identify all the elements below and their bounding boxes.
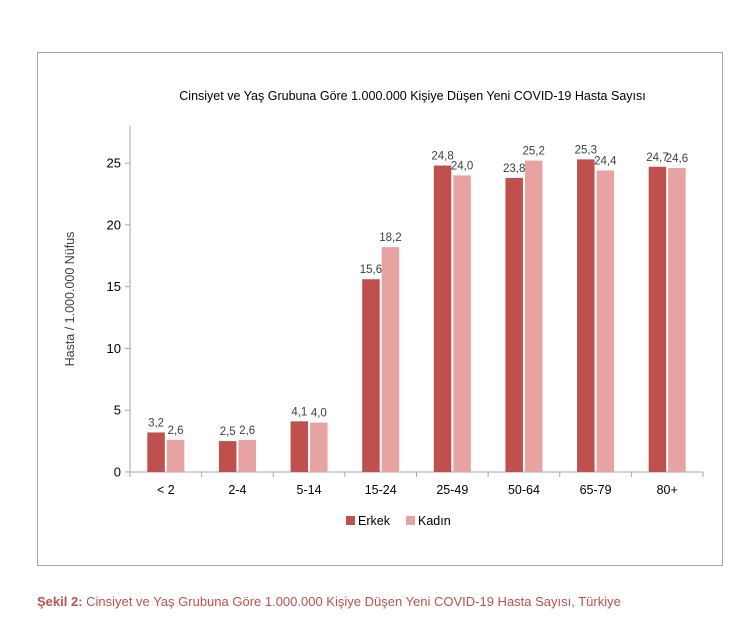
x-tick-label: < 2 [157, 483, 175, 497]
bar-erkek [433, 165, 452, 472]
data-label: 25,2 [522, 146, 544, 158]
y-axis-label: Hasta / 1.000.000 Nüfus [63, 232, 77, 367]
y-tick-label: 0 [114, 465, 121, 480]
bar-kad-n [524, 160, 543, 472]
x-tick-label: 50-64 [508, 483, 540, 497]
x-tick-label: 15-24 [365, 483, 397, 497]
bar-chart: Cinsiyet ve Yaş Grubuna Göre 1.000.000 K… [63, 89, 704, 528]
data-label: 18,2 [379, 232, 401, 244]
bar-erkek [362, 279, 380, 472]
bar-erkek [577, 159, 595, 472]
data-label: 24,0 [451, 160, 473, 172]
y-tick-label: 25 [107, 156, 121, 171]
data-label: 2,6 [239, 425, 255, 437]
data-label: 4,0 [311, 408, 327, 420]
legend-swatch [406, 516, 415, 525]
bar-kad-n [596, 170, 615, 472]
bar-kad-n [453, 175, 471, 472]
legend-swatch [346, 516, 355, 525]
x-tick-label: 25-49 [436, 483, 468, 497]
bar-kad-n [166, 439, 185, 472]
data-label: 24,8 [431, 151, 453, 163]
x-tick-label: 2-4 [228, 483, 246, 497]
caption-prefix: Şekil 2: [37, 594, 83, 609]
bar-kad-n [238, 439, 256, 472]
bar-erkek [147, 432, 165, 472]
y-tick-label: 10 [107, 341, 121, 356]
data-label: 3,2 [148, 417, 164, 429]
data-label: 2,6 [168, 425, 184, 437]
data-label: 4,1 [291, 406, 307, 418]
data-label: 23,8 [503, 163, 525, 175]
x-tick-label: 80+ [657, 483, 678, 497]
data-label: 2,5 [220, 426, 236, 438]
x-tick-label: 65-79 [580, 483, 612, 497]
y-tick-label: 20 [107, 217, 121, 232]
data-label: 15,6 [360, 264, 382, 276]
x-tick-label: 5-14 [297, 483, 322, 497]
bar-erkek [290, 421, 309, 472]
figure-caption: Şekil 2: Cinsiyet ve Yaş Grubuna Göre 1.… [37, 594, 621, 609]
data-label: 24,6 [666, 153, 688, 165]
bar-kad-n [310, 422, 328, 472]
caption-text: Cinsiyet ve Yaş Grubuna Göre 1.000.000 K… [82, 594, 621, 609]
chart-frame: Cinsiyet ve Yaş Grubuna Göre 1.000.000 K… [37, 52, 723, 566]
data-label: 25,3 [575, 144, 597, 156]
legend-label: Erkek [358, 514, 391, 528]
chart-title: Cinsiyet ve Yaş Grubuna Göre 1.000.000 K… [179, 89, 645, 103]
data-label: 24,4 [594, 155, 617, 167]
bar-kad-n [381, 247, 400, 472]
y-tick-label: 5 [114, 403, 121, 418]
bar-erkek [648, 166, 667, 472]
data-label: 24,7 [646, 152, 668, 164]
legend-label: Kadın [418, 514, 451, 528]
bar-erkek [218, 441, 237, 472]
bar-erkek [505, 177, 523, 472]
bar-kad-n [668, 168, 686, 472]
y-tick-label: 15 [107, 279, 121, 294]
